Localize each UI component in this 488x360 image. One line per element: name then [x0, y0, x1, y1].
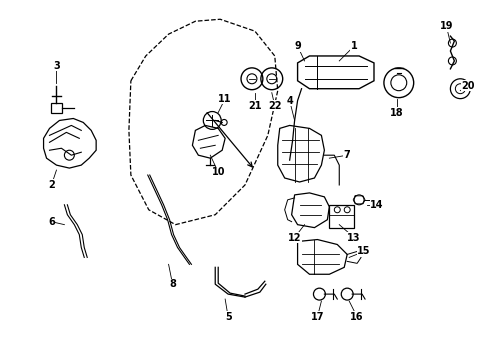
- Text: 11: 11: [218, 94, 231, 104]
- Text: 13: 13: [346, 233, 360, 243]
- Text: 16: 16: [350, 312, 363, 322]
- Text: 2: 2: [48, 180, 55, 190]
- Text: 17: 17: [310, 312, 324, 322]
- Text: 1: 1: [350, 41, 357, 51]
- Text: 14: 14: [369, 200, 383, 210]
- Text: 10: 10: [211, 167, 224, 177]
- Text: 22: 22: [267, 100, 281, 111]
- Text: 5: 5: [224, 312, 231, 322]
- Text: 20: 20: [461, 81, 474, 91]
- Text: 7: 7: [343, 150, 350, 160]
- Text: 8: 8: [169, 279, 176, 289]
- Text: 15: 15: [357, 247, 370, 256]
- Text: 6: 6: [48, 217, 55, 227]
- Text: 4: 4: [285, 96, 292, 105]
- Text: 18: 18: [389, 108, 403, 117]
- Text: 19: 19: [439, 21, 452, 31]
- Text: 9: 9: [294, 41, 300, 51]
- Text: 12: 12: [287, 233, 301, 243]
- Text: 3: 3: [53, 61, 60, 71]
- Text: 21: 21: [248, 100, 261, 111]
